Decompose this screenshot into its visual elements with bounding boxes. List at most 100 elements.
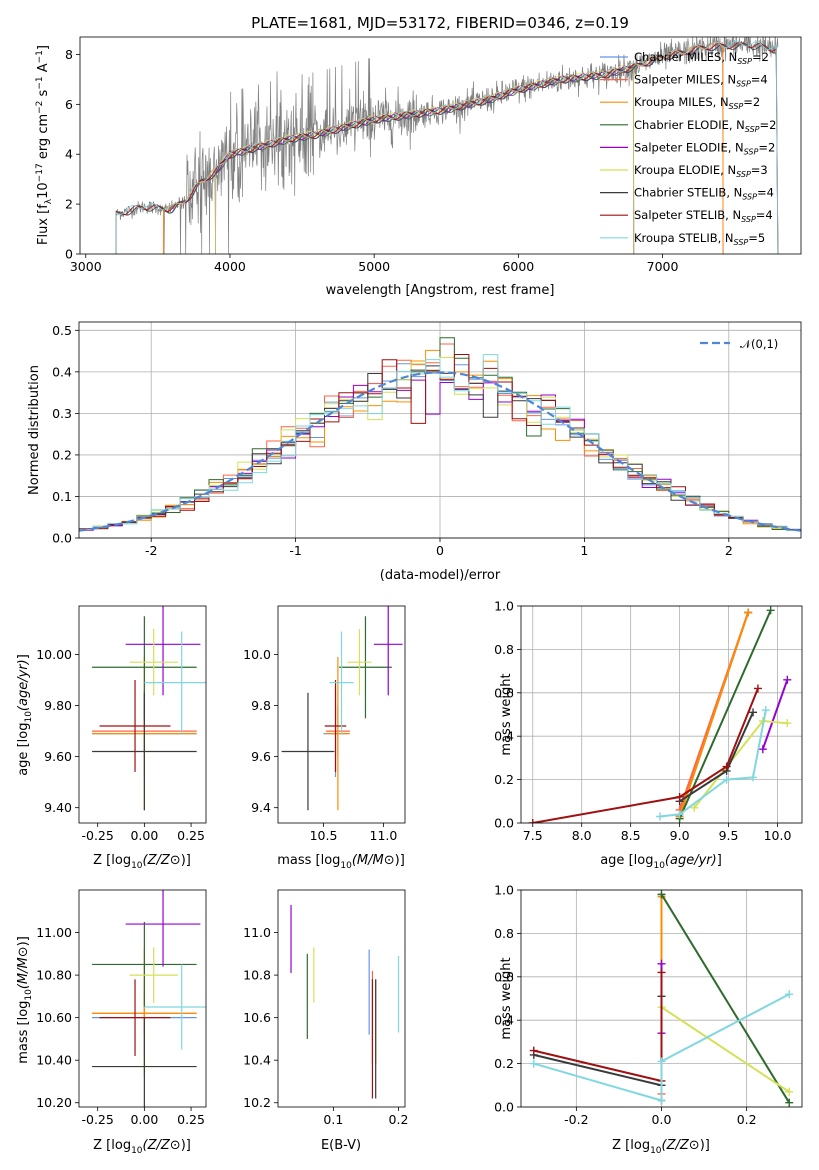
- label-part: ⊙)]: [170, 1138, 191, 1153]
- y-tick-label: 0.2: [494, 772, 514, 787]
- y-tick-label: 0.2: [52, 447, 72, 462]
- plot-frame: [78, 889, 207, 1108]
- x-tick-label: 0.1: [323, 1112, 343, 1127]
- y-tick-label: 0.0: [52, 531, 72, 546]
- x-tick-label: 9.0: [670, 828, 690, 843]
- label-part: =5: [748, 231, 765, 245]
- weight-series: [659, 710, 767, 818]
- chart-weight-vs-age: 7.5 8.0 8.5 9.0 9.5 10.0 0.0 0.2 0.4 0.6 0.8 1.0 mas…: [494, 599, 803, 871]
- weight-marker: [785, 1098, 794, 1107]
- y-tick-label: 0: [65, 247, 73, 262]
- label-part: SSP: [744, 147, 759, 156]
- axis-label: Z [log10(Z/Z⊙)]: [93, 853, 191, 871]
- label-part: =4: [751, 73, 768, 87]
- x-tick-label: 1: [580, 543, 588, 558]
- label-part: Kroupa STELIB, N: [634, 231, 734, 245]
- y-tick-label: 10.4: [243, 1053, 271, 1068]
- y-tick-label: 0.3: [52, 406, 72, 421]
- x-axis-label: wavelength [Angstrom, rest frame]: [326, 283, 555, 298]
- label-part: =4: [756, 208, 773, 222]
- label-part: =2: [760, 118, 777, 132]
- legend: 𝒩(0,1): [700, 337, 778, 351]
- label-part: age [log: [16, 723, 31, 776]
- plot-area: [79, 337, 801, 532]
- y-tick-label: 0.8: [494, 926, 514, 941]
- plot-frame: [277, 889, 406, 1108]
- weight-series: [533, 993, 790, 1102]
- y-tick-label: 9.6: [251, 749, 271, 764]
- y-tick-label: 0.4: [494, 729, 514, 744]
- label-part: mass [log: [277, 853, 340, 868]
- weight-marker: [744, 608, 753, 617]
- label-part: Z [log: [93, 853, 131, 868]
- axis-label: mass [log10(M/M⊙)]: [16, 936, 34, 1064]
- y-axis-label: mass weight: [499, 673, 514, 755]
- weight-series: [660, 893, 791, 1104]
- plot-area: [281, 606, 403, 811]
- chart-mass-vs-Z: -0.25 0.00 0.25 10.20 10.40 10.60 10.80 11.00 Z …: [16, 889, 207, 1156]
- weight-marker: [758, 745, 767, 754]
- y-tick-label: 11.00: [36, 925, 72, 940]
- y-tick-label: 9.4: [251, 800, 271, 815]
- weight-series: [678, 612, 750, 817]
- plot-frame: [520, 889, 803, 1108]
- x-tick-label: 7.5: [523, 828, 543, 843]
- weight-series: [532, 688, 759, 823]
- x-tick-label: 6000: [502, 259, 534, 274]
- label-part: Kroupa MILES, N: [634, 95, 729, 109]
- weight-marker: [657, 968, 666, 977]
- label-part: ]: [36, 45, 51, 50]
- plot-area: [92, 890, 206, 1107]
- label-part: ⊙)]: [16, 936, 31, 957]
- weight-marker: [657, 1096, 666, 1105]
- x-tick-label: 0.00: [130, 828, 158, 843]
- label-part: (Z/Z: [143, 853, 171, 868]
- label-part: Z [log: [612, 1138, 650, 1153]
- histogram-series: [79, 354, 801, 531]
- plot-area: [528, 606, 792, 823]
- y-tick-label: 11.0: [243, 925, 271, 940]
- label-part: ⊙)]: [170, 853, 191, 868]
- weight-marker: [657, 1057, 666, 1066]
- y-tick-label: 10.6: [243, 1010, 271, 1025]
- weight-series: [660, 1006, 790, 1093]
- y-axis-label: mass weight: [499, 957, 514, 1039]
- label-part: Kroupa ELODIE, N: [634, 163, 736, 177]
- label-part: 10: [650, 1146, 662, 1156]
- x-tick-label: 0.2: [737, 1112, 757, 1127]
- x-tick-label: 0.0: [652, 1112, 672, 1127]
- x-tick-label: 10.5: [310, 828, 338, 843]
- y-tick-label: 1.0: [494, 883, 514, 898]
- plot-area: [92, 606, 206, 811]
- normal-curve: [79, 371, 801, 532]
- y-tick-label: 8: [65, 47, 73, 62]
- y-tick-label: 10.0: [243, 647, 271, 662]
- label-part: Salpeter MILES, N: [634, 73, 736, 87]
- label-part: −1: [35, 76, 45, 89]
- label-part: Chabrier STELIB, N: [634, 186, 742, 200]
- label-part: λ: [44, 198, 54, 204]
- weight-marker: [529, 1046, 538, 1055]
- label-part: =4: [757, 186, 774, 200]
- y-tick-label: 6: [65, 97, 73, 112]
- chart-residuals: -2 -1 0 1 2 0.0 0.1 0.2 0.3 0.4 0.5 (data-model)/er…: [27, 321, 802, 583]
- legend-entry: Kroupa MILES, NSSP=2: [634, 95, 760, 111]
- weight-marker: [783, 719, 792, 728]
- x-tick-label: 2: [725, 543, 733, 558]
- weight-marker: [785, 1087, 794, 1096]
- label-part: 10: [131, 1146, 143, 1156]
- label-part: SSP: [745, 125, 760, 134]
- weight-marker: [749, 708, 758, 717]
- label-part: ]: [16, 654, 31, 659]
- label-part: −1: [35, 50, 45, 63]
- y-tick-label: 10.20: [36, 1095, 72, 1110]
- label-part: (M/M: [352, 853, 384, 868]
- x-tick-label: 0.25: [177, 1112, 205, 1127]
- y-tick-label: 1.0: [494, 599, 514, 614]
- x-tick-label: 0: [436, 543, 444, 558]
- label-part: Chabrier MILES, N: [634, 50, 737, 64]
- weight-marker: [783, 675, 792, 684]
- label-part: SSP: [736, 170, 751, 179]
- x-tick-label: 4000: [214, 259, 246, 274]
- x-tick-label: 8.0: [572, 828, 592, 843]
